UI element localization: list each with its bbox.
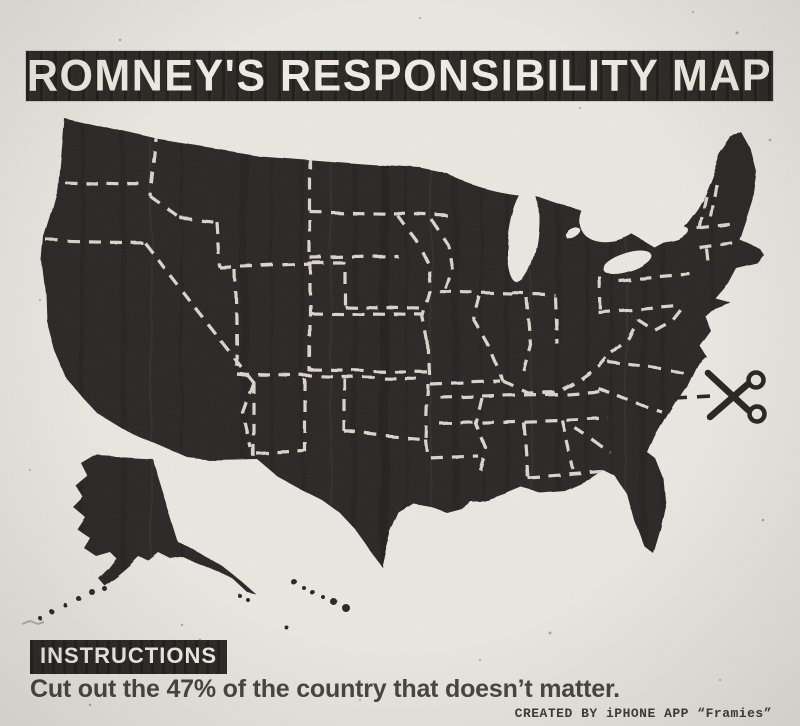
alaska	[74, 455, 256, 594]
hawaii	[284, 578, 349, 629]
page-title: ROMNEY'S RESPONSIBILITY MAP	[26, 51, 773, 101]
cut-line	[673, 394, 713, 400]
us-land-silhouette	[38, 118, 764, 629]
aleutian-islands	[38, 585, 250, 620]
scissors-icon	[704, 369, 767, 424]
title-banner: ROMNEY'S RESPONSIBILITY MAP	[26, 51, 773, 101]
